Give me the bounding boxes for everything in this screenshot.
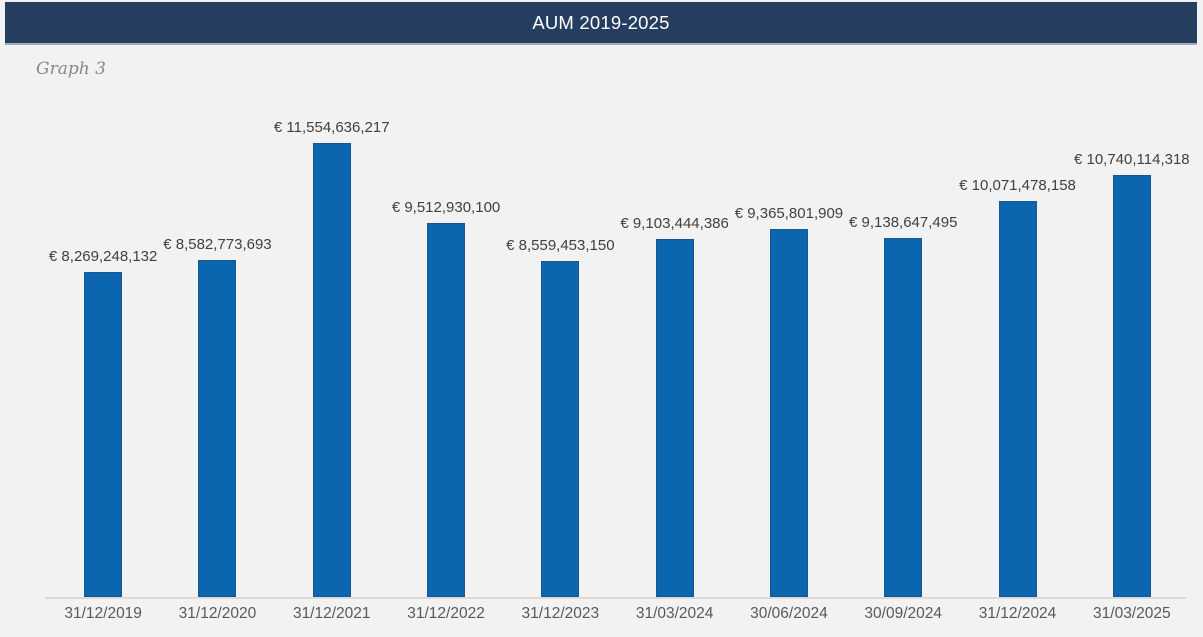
bar-column: € 8,559,453,150 31/12/2023: [503, 100, 617, 622]
bar-column: € 8,269,248,132 31/12/2019: [46, 100, 160, 622]
data-label: € 8,559,453,150: [506, 237, 615, 254]
data-label: € 9,512,930,100: [391, 199, 501, 216]
bar: [541, 261, 580, 597]
x-axis-tick-label: 31/03/2025: [1093, 605, 1171, 622]
data-label: € 10,740,114,318: [1073, 151, 1190, 168]
bar: [427, 223, 466, 597]
data-label: € 8,269,248,132: [48, 248, 158, 265]
x-axis-tick-label: 31/12/2020: [178, 605, 257, 622]
bar: [84, 272, 123, 597]
bar: [998, 201, 1037, 597]
bar-column: € 8,582,773,693 31/12/2020: [160, 100, 274, 622]
x-axis-tick-label: 31/12/2022: [407, 605, 485, 622]
bar: [884, 238, 923, 597]
x-axis-line: [45, 597, 1186, 599]
bar: [1112, 175, 1151, 597]
x-axis-tick-label: 30/09/2024: [864, 605, 943, 622]
data-label: € 9,103,444,386: [620, 215, 729, 232]
bar-column: € 9,365,801,909 30/06/2024: [732, 100, 846, 622]
chart-title-bar: AUM 2019-2025: [5, 2, 1197, 43]
bar: [312, 143, 351, 597]
bar-column: € 9,512,930,100 31/12/2022: [389, 100, 503, 622]
x-axis-tick-label: 31/12/2024: [978, 605, 1057, 622]
data-label: € 9,365,801,909: [734, 205, 844, 222]
bar: [769, 229, 808, 597]
bar: [655, 239, 694, 597]
plot-area: € 8,269,248,132 31/12/2019 € 8,582,773,693…: [46, 100, 1190, 622]
data-label: € 9,138,647,495: [849, 214, 958, 231]
data-label: € 11,554,636,217: [273, 119, 390, 136]
bar-column: € 11,554,636,217 31/12/2021: [273, 100, 390, 622]
x-axis-tick-label: 30/06/2024: [750, 605, 828, 622]
x-axis-tick-label: 31/12/2019: [64, 605, 142, 622]
bar: [198, 260, 237, 597]
x-axis-tick-label: 31/03/2024: [635, 605, 714, 622]
x-axis-tick-label: 31/12/2021: [292, 605, 371, 622]
bar-column: € 10,740,114,318 31/03/2025: [1073, 100, 1190, 622]
bar-column: € 9,138,647,495 30/09/2024: [846, 100, 960, 622]
data-label: € 10,071,478,158: [959, 177, 1076, 194]
graph-caption: Graph 3: [36, 59, 106, 79]
bar-column: € 9,103,444,386 31/03/2024: [617, 100, 731, 622]
data-label: € 8,582,773,693: [163, 236, 272, 253]
bar-column: € 10,071,478,158 31/12/2024: [959, 100, 1076, 622]
x-axis-tick-label: 31/12/2023: [521, 605, 600, 622]
chart-title: AUM 2019-2025: [532, 11, 670, 33]
